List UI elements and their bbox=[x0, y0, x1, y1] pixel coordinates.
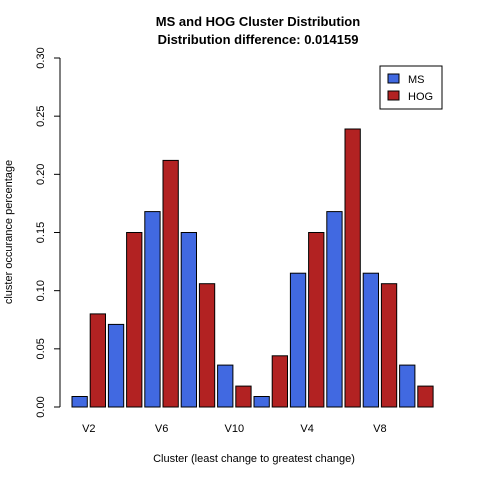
x-tick-label: V10 bbox=[225, 423, 245, 435]
x-tick-label: V6 bbox=[155, 423, 168, 435]
bar-hog bbox=[127, 233, 142, 408]
legend: MS HOG bbox=[380, 66, 442, 109]
bar-hog bbox=[199, 284, 214, 407]
bar-ms bbox=[363, 273, 378, 407]
y-tick-label: 0.30 bbox=[35, 47, 47, 68]
y-tick-label: 0.00 bbox=[35, 396, 47, 417]
y-tick-label: 0.15 bbox=[35, 222, 47, 243]
legend-label-ms: MS bbox=[408, 74, 425, 86]
x-tick-label: V8 bbox=[373, 423, 386, 435]
bar-hog bbox=[418, 386, 433, 407]
bar-hog bbox=[272, 356, 287, 407]
bar-hog bbox=[381, 284, 396, 407]
bar-hog bbox=[90, 314, 105, 407]
bar-hog bbox=[236, 386, 251, 407]
bar-ms bbox=[145, 212, 160, 407]
bar-hog bbox=[345, 129, 360, 407]
x-axis-tick-labels: V2 V6 V10 V4 V8 bbox=[82, 423, 387, 435]
bar-hog bbox=[309, 233, 324, 408]
bar-ms bbox=[108, 324, 123, 407]
legend-label-hog: HOG bbox=[408, 91, 433, 103]
y-axis-label: cluster occurance percentage bbox=[3, 160, 15, 304]
y-tick-label: 0.20 bbox=[35, 164, 47, 185]
y-tick-label: 0.10 bbox=[35, 280, 47, 301]
chart-subtitle: Distribution difference: 0.014159 bbox=[158, 32, 359, 47]
x-tick-label: V4 bbox=[300, 423, 313, 435]
legend-swatch-hog bbox=[388, 91, 399, 100]
legend-swatch-ms bbox=[388, 74, 399, 83]
bar-ms bbox=[400, 365, 415, 407]
bar-ms bbox=[218, 365, 233, 407]
bar-ms bbox=[290, 273, 305, 407]
y-tick-label: 0.25 bbox=[35, 105, 47, 126]
bar-ms bbox=[327, 212, 342, 407]
y-axis: 0.00 0.05 0.10 0.15 0.20 0.25 0.30 bbox=[35, 47, 60, 417]
x-axis-label: Cluster (least change to greatest change… bbox=[153, 453, 355, 465]
bar-hog bbox=[163, 160, 178, 407]
bar-ms bbox=[181, 233, 196, 408]
bar-ms bbox=[254, 397, 269, 408]
chart-title: MS and HOG Cluster Distribution bbox=[156, 14, 360, 29]
y-tick-label: 0.05 bbox=[35, 338, 47, 359]
bar-ms bbox=[72, 397, 87, 408]
x-tick-label: V2 bbox=[82, 423, 95, 435]
bars bbox=[72, 129, 433, 407]
